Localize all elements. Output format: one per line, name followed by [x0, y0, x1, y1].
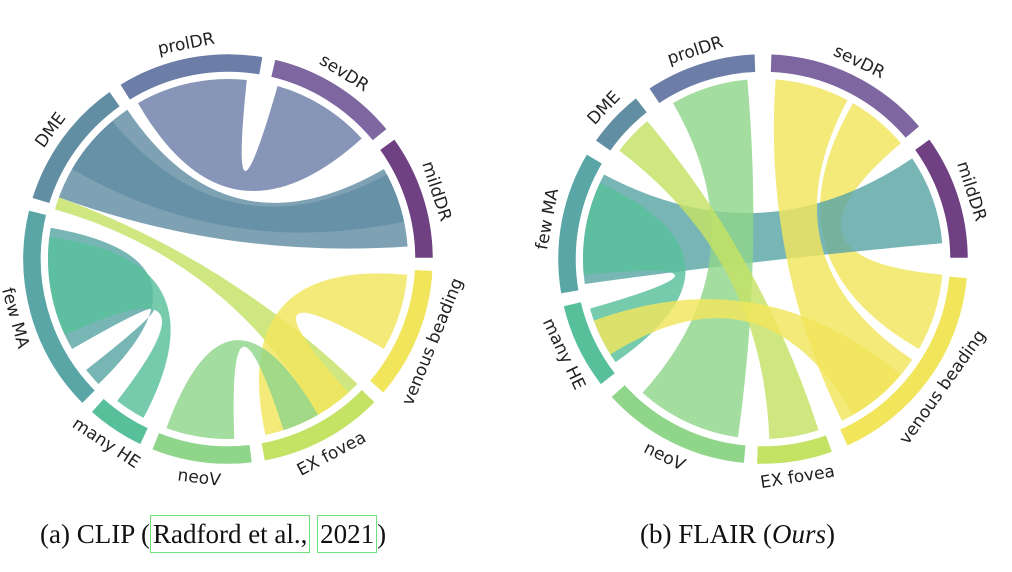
chord-ribbon: [642, 79, 754, 438]
segment-label: neoV: [176, 465, 222, 491]
segment-arc-ex-fovea: [754, 432, 836, 467]
segment-arc-many-he: [88, 395, 152, 448]
segment-arc-proldr: [117, 51, 266, 103]
chord-ribbon: [619, 121, 819, 439]
caption-flair-emphasis: Ours: [771, 519, 826, 549]
segment-arc-milddr: [911, 136, 971, 261]
caption-flair: (b) FLAIR (Ours): [640, 512, 835, 556]
segment-arc-sevdr: [768, 51, 923, 142]
segment-arc-neov: [608, 381, 749, 466]
segment-arc-ex-fovea: [258, 386, 378, 464]
segment-arc-sevdr: [268, 56, 390, 144]
citation-authors-link[interactable]: Radford et al.,: [149, 515, 311, 553]
caption-clip: (a) CLIP (Radford et al., 2021): [40, 512, 386, 556]
inner-ring-gap: [43, 74, 413, 444]
chord-ribbon: [47, 237, 171, 418]
inner-ring-gap: [578, 74, 948, 444]
segment-arc-few-ma: [20, 207, 99, 407]
chord-ribbon: [166, 340, 318, 439]
segment-arc-venous-beading: [366, 267, 436, 396]
chord-ribbon: [138, 79, 362, 192]
segment-arc-milddr: [376, 136, 436, 261]
segment-label: EX fovea: [759, 462, 836, 494]
segment-arc-venous-beading: [837, 273, 970, 449]
caption-flair-prefix: (b) FLAIR (: [640, 519, 772, 549]
segment-arc-dme: [29, 88, 124, 207]
chord-ribbon: [593, 299, 901, 415]
segment-arc-dme: [592, 94, 651, 155]
citation-year-link[interactable]: 2021: [317, 515, 378, 553]
segment-arc-neov: [149, 429, 255, 467]
segment-arc-proldr: [646, 51, 758, 107]
chord-ribbon: [820, 103, 943, 350]
caption-flair-suffix: ): [826, 519, 835, 549]
caption-clip-prefix: (a) CLIP (: [40, 519, 150, 549]
caption-clip-suffix: ): [377, 519, 387, 549]
segment-arc-many-he: [560, 299, 619, 388]
chord-ribbon: [72, 121, 405, 233]
segment-arc-few-ma: [555, 151, 606, 297]
